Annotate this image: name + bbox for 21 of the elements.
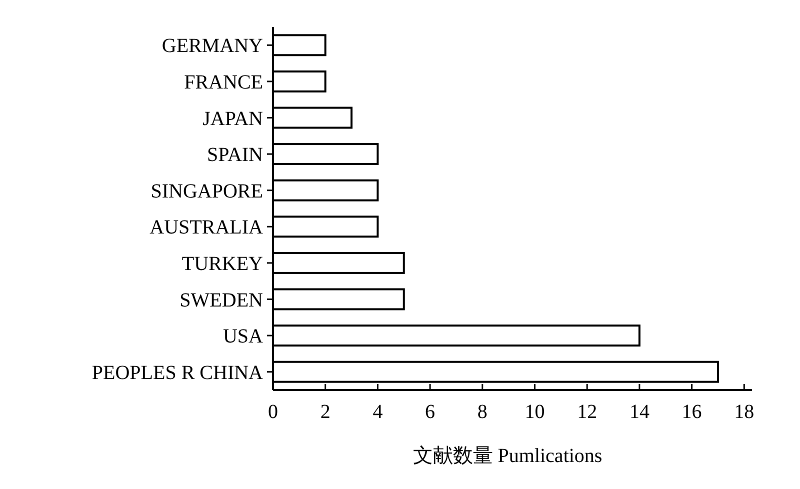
x-tick-label: 18: [734, 401, 754, 423]
x-tick-label: 14: [629, 401, 650, 423]
y-tick-label: GERMANY: [162, 35, 263, 58]
x-tick-label: 10: [524, 401, 545, 423]
y-tick-label: SINGAPORE: [150, 180, 263, 202]
y-tick-label: AUSTRALIA: [150, 216, 264, 239]
y-tick-label: PEOPLES R CHINA: [92, 362, 264, 384]
x-tick-label: 4: [372, 401, 383, 423]
y-tick-label: JAPAN: [202, 108, 263, 130]
x-axis-title: 文献数量 Pumlications: [412, 445, 602, 467]
y-tick-label: SPAIN: [207, 144, 263, 166]
x-tick-label: 8: [477, 401, 488, 423]
y-tick-label: TURKEY: [182, 252, 263, 275]
x-tick-label: 6: [425, 401, 436, 423]
x-tick-label: 2: [320, 401, 330, 423]
x-tick-label: 12: [577, 401, 598, 423]
x-tick-label: 16: [682, 401, 702, 423]
x-tick-label: 0: [268, 401, 278, 423]
y-tick-label: FRANCE: [184, 71, 263, 94]
y-tick-label: SWEDEN: [180, 289, 263, 312]
y-tick-label: USA: [222, 326, 264, 348]
